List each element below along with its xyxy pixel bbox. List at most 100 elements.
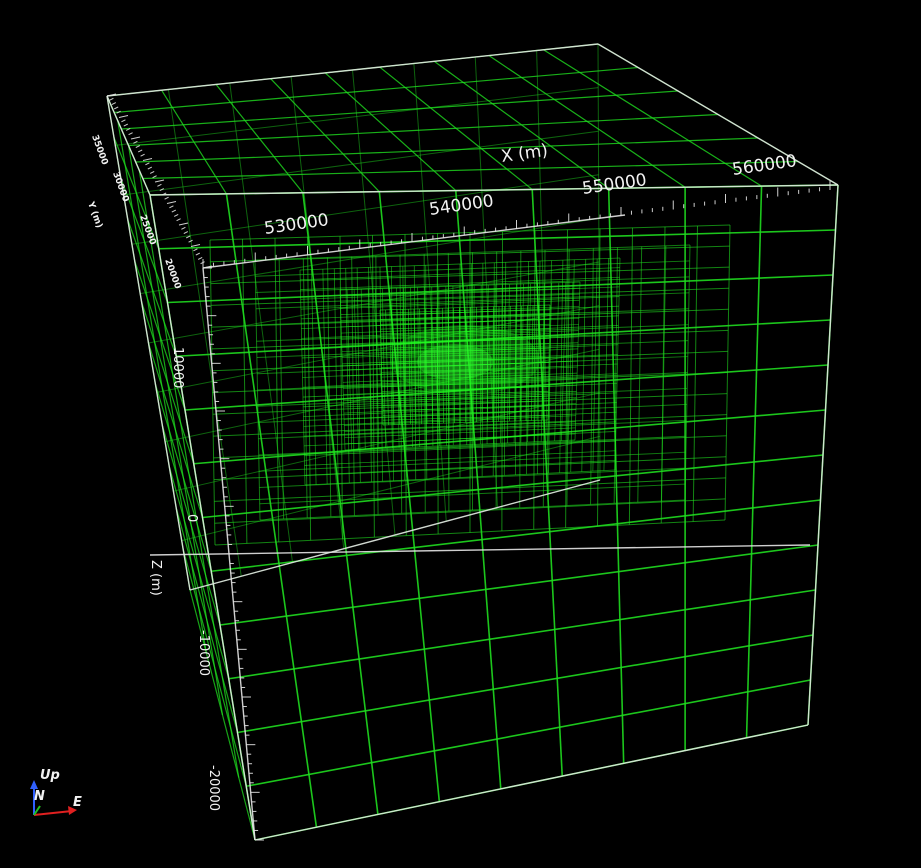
y-tick	[161, 192, 167, 196]
mesh-line	[300, 276, 620, 290]
mesh-line	[189, 589, 256, 841]
mesh-line	[181, 435, 600, 542]
y-tick	[130, 136, 141, 140]
mesh-line	[214, 519, 726, 546]
mesh-line	[256, 324, 689, 342]
mesh-line	[161, 425, 221, 626]
y-tick	[142, 158, 153, 161]
z-tick-label: 10000	[170, 347, 185, 388]
mesh-line	[381, 347, 550, 354]
y-tick	[159, 188, 165, 192]
middle-mesh-grid	[209, 224, 731, 546]
mesh-line	[344, 433, 576, 445]
mesh-line	[211, 287, 729, 306]
mesh-line	[175, 507, 239, 733]
mesh-line	[382, 419, 549, 426]
y-tick	[176, 218, 181, 222]
y-tick	[195, 252, 201, 256]
y-tick	[135, 145, 141, 149]
core-glow-center	[417, 344, 493, 380]
y-tick	[147, 166, 153, 170]
y-tick	[137, 149, 143, 153]
y-tick	[178, 222, 189, 226]
mesh-line	[202, 454, 824, 519]
mesh-line	[114, 66, 639, 114]
mesh-line	[214, 477, 726, 502]
mesh-line	[212, 372, 728, 393]
axis-edge	[807, 184, 839, 726]
mesh-line	[382, 395, 549, 402]
mesh-line	[304, 450, 616, 466]
mesh-line	[141, 301, 195, 464]
mesh-line	[381, 357, 550, 364]
mesh-line	[254, 244, 691, 261]
y-tick-label: 35000	[89, 134, 109, 167]
mesh-line	[344, 421, 576, 432]
orientation-east-label: E	[73, 795, 82, 810]
axis-edge	[189, 479, 601, 591]
mesh-line	[380, 328, 550, 335]
mesh-line	[213, 435, 727, 459]
mesh-line	[380, 309, 550, 316]
y-tick	[169, 205, 174, 209]
mesh-line	[255, 292, 690, 310]
mesh-line	[229, 82, 293, 563]
mesh-line	[381, 381, 549, 388]
mesh-line	[380, 319, 550, 325]
y-tick	[106, 93, 117, 97]
mesh-line	[259, 451, 686, 472]
axis-edge	[106, 43, 599, 97]
y-tick	[121, 119, 126, 123]
mesh-line	[131, 174, 599, 245]
mesh-line	[212, 350, 728, 372]
mesh-line	[597, 43, 601, 481]
mesh-line	[211, 308, 729, 328]
orientation-widget: Up N E	[30, 768, 82, 816]
mesh-line	[158, 229, 836, 250]
mesh-line	[340, 287, 580, 297]
mesh-line	[258, 435, 687, 456]
orientation-up-label: Up	[40, 768, 60, 783]
mesh-line	[381, 371, 549, 378]
mesh-line	[148, 261, 600, 344]
mesh-line	[134, 260, 186, 411]
z-tick-label: -20000	[206, 765, 221, 811]
y-tick	[193, 248, 198, 252]
mesh-line	[379, 304, 551, 311]
mesh-line	[228, 589, 816, 680]
y-tick	[118, 115, 129, 118]
y-tick	[200, 261, 205, 265]
mesh-line	[213, 456, 727, 481]
mesh-line	[255, 260, 690, 277]
mesh-line	[167, 274, 834, 304]
mesh-line	[304, 440, 616, 457]
y-tick	[185, 235, 191, 239]
mesh-line	[381, 362, 550, 368]
mesh-line	[237, 634, 814, 734]
mesh-line	[127, 219, 177, 357]
y-tick	[188, 239, 193, 243]
mesh-line	[382, 414, 549, 421]
z-tick-label: -10000	[196, 630, 211, 676]
mesh-line	[210, 266, 730, 285]
mesh-line	[256, 340, 689, 358]
y-axis-title: Y (m)	[85, 200, 104, 230]
mesh-line	[380, 323, 550, 330]
y-tick	[173, 213, 179, 217]
y-tick	[113, 106, 119, 110]
y-tick	[164, 196, 169, 200]
mesh-line	[381, 376, 549, 383]
mesh-line	[128, 113, 719, 147]
mesh-line	[381, 366, 549, 373]
mesh-line	[290, 76, 345, 549]
y-tick	[111, 102, 117, 106]
axis-edge	[149, 184, 839, 196]
mesh-line	[212, 393, 728, 415]
x-tick-label: 560000	[731, 151, 798, 180]
mesh-line	[340, 299, 580, 309]
mesh-line	[380, 314, 550, 320]
x-tick-label: 540000	[428, 191, 495, 220]
y-tick	[171, 209, 177, 213]
mesh-line	[380, 333, 550, 340]
